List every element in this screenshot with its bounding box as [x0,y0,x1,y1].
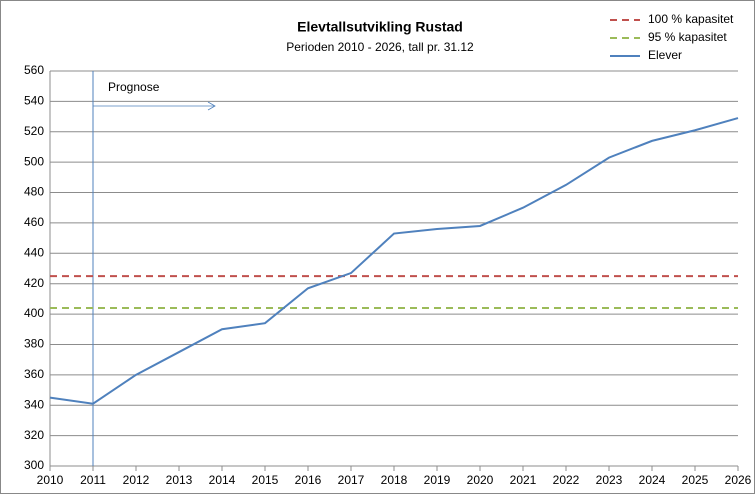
x-tick-label: 2021 [510,473,537,487]
chart-title: Elevtallsutvikling Rustad [297,19,463,35]
y-tick-label: 320 [24,428,44,442]
x-tick-label: 2011 [80,473,106,487]
y-tick-label: 440 [24,245,44,259]
x-tick-label: 2026 [725,473,752,487]
y-tick-label: 520 [24,124,44,138]
x-tick-label: 2010 [37,473,64,487]
x-tick-label: 2019 [424,473,451,487]
annotation-text: Prognose [108,80,160,94]
x-tick-label: 2024 [639,473,666,487]
x-tick-label: 2014 [209,473,236,487]
legend-label: 95 % kapasitet [648,30,727,44]
x-tick-label: 2020 [467,473,494,487]
y-tick-label: 420 [24,276,44,290]
legend-label: 100 % kapasitet [648,12,734,26]
y-tick-label: 380 [24,337,44,351]
y-tick-label: 340 [24,397,44,411]
x-tick-label: 2015 [252,473,279,487]
y-tick-label: 560 [24,63,44,77]
y-tick-label: 480 [24,185,44,199]
y-tick-label: 540 [24,94,44,108]
x-tick-label: 2013 [166,473,193,487]
y-tick-label: 360 [24,367,44,381]
arrow-head [207,101,216,111]
line-series [49,117,739,405]
legend-label: Elever [648,48,682,62]
y-tick-label: 460 [24,215,44,229]
x-tick-label: 2016 [295,473,322,487]
x-tick-label: 2025 [682,473,709,487]
x-tick-label: 2022 [553,473,580,487]
x-tick-label: 2017 [338,473,365,487]
x-tick-label: 2012 [123,473,150,487]
x-tick-label: 2018 [381,473,408,487]
y-tick-label: 400 [24,306,44,320]
chart-subtitle: Perioden 2010 - 2026, tall pr. 31.12 [286,40,474,54]
y-tick-label: 500 [24,154,44,168]
y-tick-label: 300 [24,458,44,472]
x-tick-label: 2023 [596,473,623,487]
